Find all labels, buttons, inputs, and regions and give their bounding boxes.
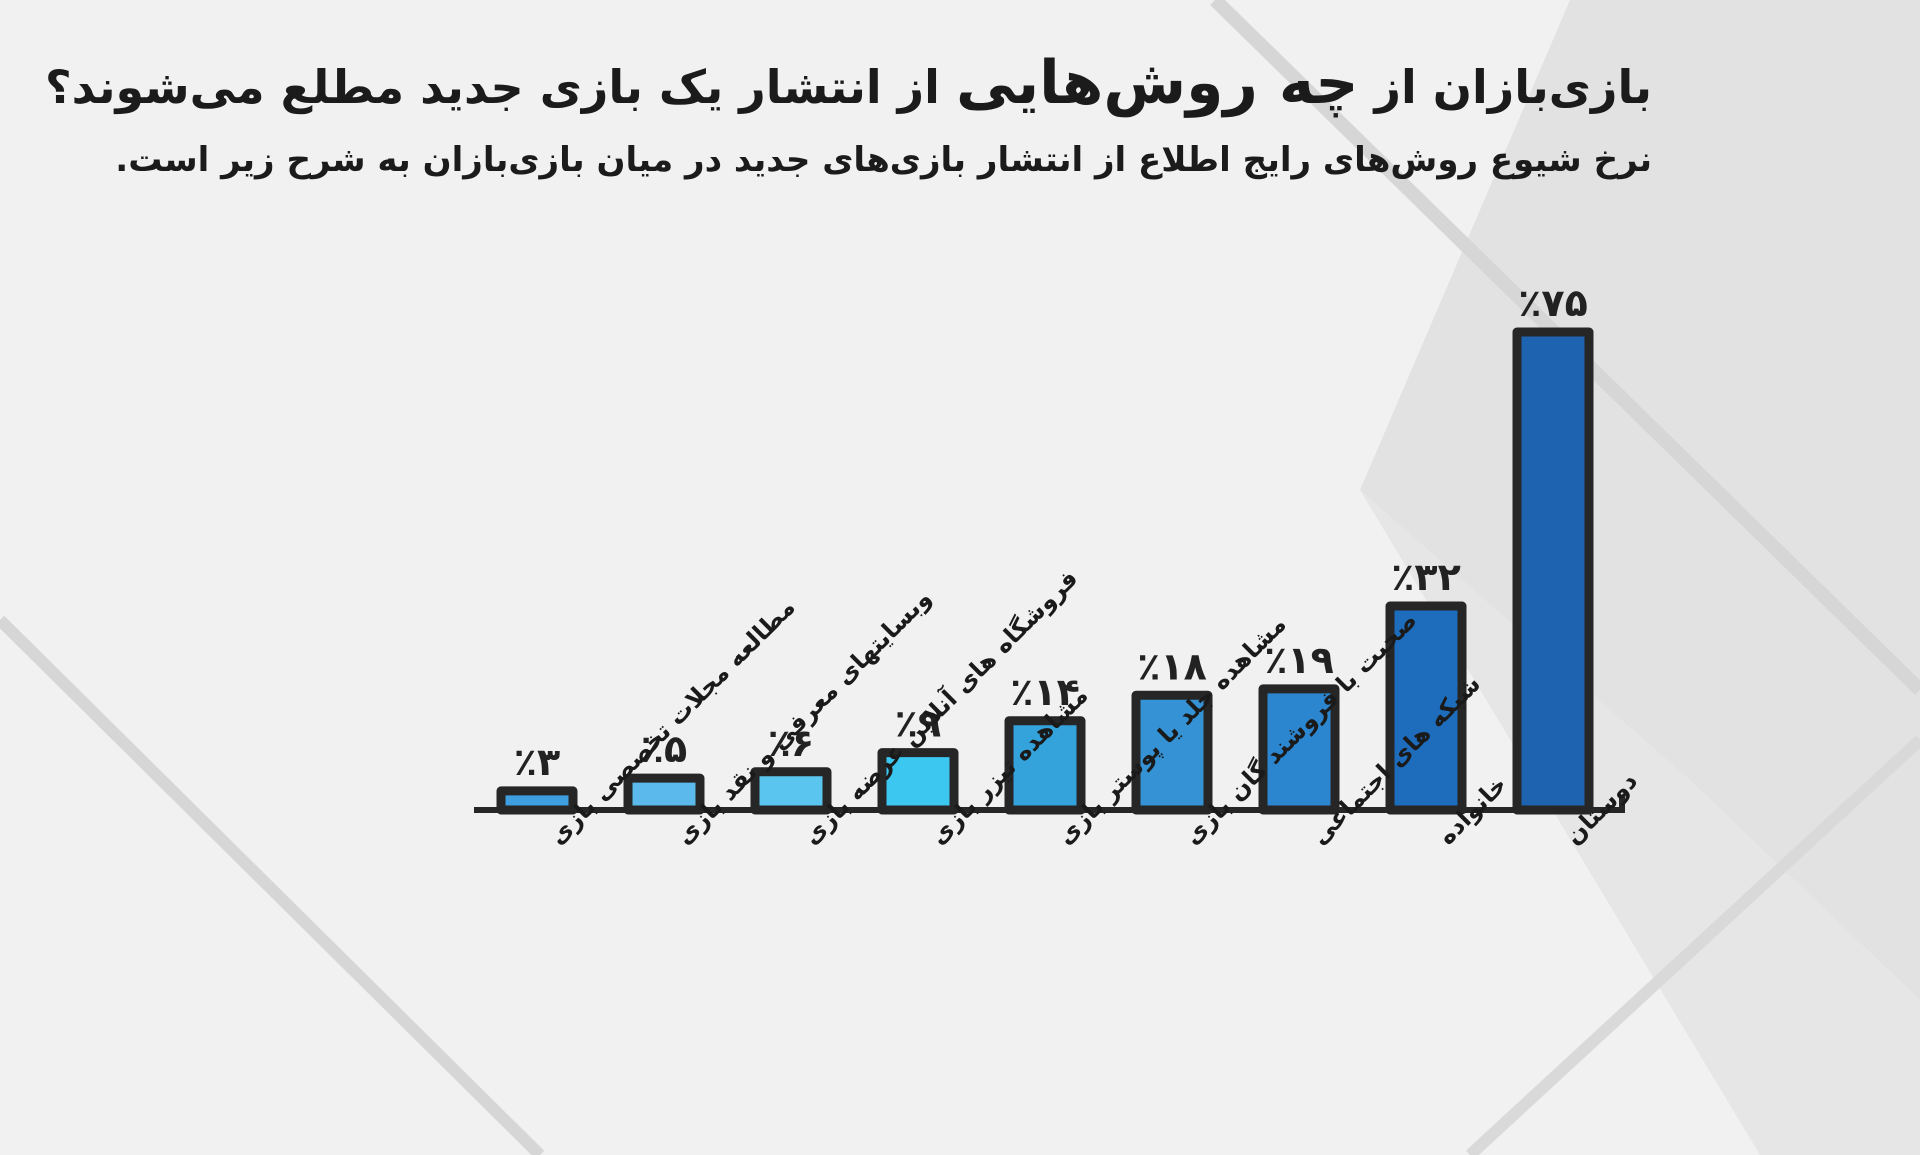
value-label: ٪۷۵ bbox=[1518, 281, 1588, 325]
bar bbox=[1258, 684, 1340, 815]
bar bbox=[1004, 716, 1086, 815]
bar bbox=[623, 773, 705, 815]
title-part-1: بازی‌بازان از bbox=[1374, 60, 1652, 114]
bar bbox=[1131, 690, 1213, 815]
bar bbox=[750, 767, 832, 815]
bar bbox=[496, 786, 578, 815]
value-label: ٪۶ bbox=[768, 721, 814, 765]
value-label: ٪۱۴ bbox=[1010, 670, 1080, 714]
value-label: ٪۹ bbox=[895, 702, 941, 746]
title-part-2: از انتشار یک بازی جدید مطلع می‌شوند؟ bbox=[44, 60, 940, 114]
bar bbox=[877, 748, 959, 815]
value-label: ٪۳۲ bbox=[1391, 555, 1461, 599]
chart-subtitle: نرخ شیوع روش‌های رایج اطلاع از انتشار با… bbox=[115, 140, 1652, 180]
value-label: ٪۳ bbox=[514, 740, 560, 784]
value-label: ٪۵ bbox=[641, 727, 687, 771]
x-axis-line bbox=[474, 796, 1625, 813]
bar bbox=[1385, 601, 1467, 815]
chart-title: بازی‌بازان از چه روش‌هایی از انتشار یک ب… bbox=[45, 48, 1652, 118]
value-label: ٪۱۹ bbox=[1264, 638, 1334, 682]
value-label: ٪۱۸ bbox=[1137, 644, 1207, 688]
bar bbox=[1512, 327, 1594, 815]
title-emphasis: چه روش‌هایی bbox=[955, 48, 1359, 118]
